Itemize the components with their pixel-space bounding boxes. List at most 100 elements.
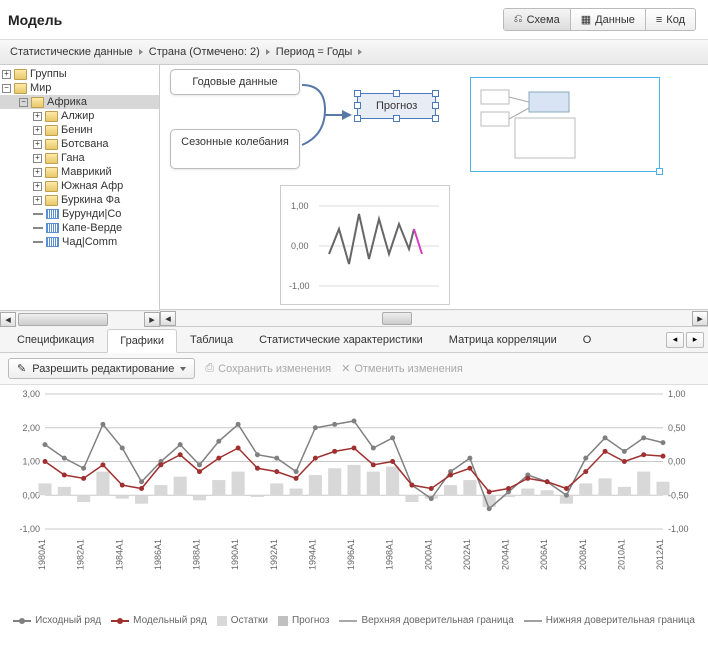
chevron-right-icon (358, 49, 362, 55)
svg-text:-1,00: -1,00 (19, 524, 40, 534)
svg-text:2002A1: 2002A1 (462, 539, 472, 570)
main-chart: 3,002,001,000,00-1,001,000,500,00-0,50-1… (0, 385, 708, 613)
folder-icon (45, 111, 58, 122)
svg-text:0,50: 0,50 (668, 423, 686, 433)
folder-icon (14, 83, 27, 94)
svg-text:1982A1: 1982A1 (76, 539, 86, 570)
tree-mauritius[interactable]: +Маврикий (0, 165, 159, 179)
svg-text:2012A1: 2012A1 (655, 539, 665, 570)
chevron-right-icon (266, 49, 270, 55)
tree-groups[interactable]: +Группы (0, 67, 159, 81)
tree-hscroll[interactable]: ◂ ▸ (0, 310, 160, 327)
breadcrumb: Статистические данные Страна (Отмечено: … (0, 40, 708, 65)
svg-text:1980A1: 1980A1 (37, 539, 47, 570)
svg-text:-0,50: -0,50 (668, 490, 689, 500)
tree-botswana[interactable]: +Ботсвана (0, 137, 159, 151)
canvas-hscroll[interactable]: ◂ ▸ (160, 309, 708, 326)
svg-text:1996A1: 1996A1 (346, 539, 356, 570)
tab-spec[interactable]: Спецификация (4, 328, 107, 352)
folder-icon (45, 195, 58, 206)
tab-graphs[interactable]: Графики (107, 329, 177, 353)
tab-data[interactable]: ▦Данные (570, 9, 645, 30)
chart-svg: 3,002,001,000,00-1,001,000,500,00-0,50-1… (10, 389, 698, 579)
tree-capeverde[interactable]: Капе-Верде (0, 221, 159, 235)
legend-upper: Верхняя доверительная граница (339, 615, 513, 626)
svg-text:2000A1: 2000A1 (423, 539, 433, 570)
tree-panel[interactable]: +Группы −Мир −Африка +Алжир +Бенин +Ботс… (0, 65, 160, 326)
legend-forecast: Прогноз (278, 615, 330, 626)
tree-world[interactable]: −Мир (0, 81, 159, 95)
tree-benin[interactable]: +Бенин (0, 123, 159, 137)
mini-chart[interactable]: 1,00 0,00 -1,00 (280, 185, 450, 305)
expand-icon[interactable]: + (2, 70, 11, 79)
tree-algeria[interactable]: +Алжир (0, 109, 159, 123)
scroll-left-btn[interactable]: ◂ (0, 312, 16, 327)
chevron-right-icon (139, 49, 143, 55)
svg-text:2006A1: 2006A1 (539, 539, 549, 570)
collapse-icon[interactable]: − (19, 98, 28, 107)
tab-prev-btn[interactable]: ◂ (666, 332, 684, 348)
middle-panel: +Группы −Мир −Африка +Алжир +Бенин +Ботс… (0, 65, 708, 327)
bc-stat[interactable]: Статистические данные (10, 46, 133, 58)
svg-text:1,00: 1,00 (668, 389, 686, 399)
expand-icon[interactable]: + (33, 168, 42, 177)
tree-burkina[interactable]: +Буркина Фа (0, 193, 159, 207)
node-annual[interactable]: Годовые данные (170, 69, 300, 95)
legend-model: Модельный ряд (111, 615, 207, 626)
legend: Исходный ряд Модельный ряд Остатки Прогн… (0, 613, 708, 632)
preview-panel[interactable] (470, 77, 660, 172)
diagram-canvas[interactable]: Годовые данные Сезонные колебания Прогно… (160, 65, 708, 309)
folder-icon (45, 181, 58, 192)
tab-stats[interactable]: Статистические характеристики (246, 328, 436, 352)
folder-icon (14, 69, 27, 80)
preview-thumbnail (471, 78, 659, 171)
tab-next-btn[interactable]: ▸ (686, 332, 704, 348)
tab-extra[interactable]: О (570, 328, 605, 352)
collapse-icon[interactable]: − (2, 84, 11, 93)
tree-ghana[interactable]: +Гана (0, 151, 159, 165)
expand-icon[interactable]: + (33, 112, 42, 121)
svg-text:1,00: 1,00 (22, 457, 40, 467)
tree-chad[interactable]: Чад|Comm (0, 235, 159, 249)
folder-icon (45, 153, 58, 164)
scroll-right-btn[interactable]: ▸ (144, 312, 160, 327)
leaf-icon (33, 227, 43, 229)
svg-text:1984A1: 1984A1 (114, 539, 124, 570)
save-changes: ⎙Сохранить изменения (205, 362, 331, 375)
tree-safrica[interactable]: +Южная Афр (0, 179, 159, 193)
tab-code[interactable]: ≡Код (645, 9, 695, 30)
bottom-tabs: Спецификация Графики Таблица Статистичес… (0, 327, 708, 353)
bc-country[interactable]: Страна (Отмечено: 2) (149, 46, 260, 58)
grid-icon: ▦ (581, 13, 591, 26)
view-tabs: ⎌Схема ▦Данные ≡Код (503, 8, 696, 31)
node-forecast[interactable]: Прогноз (357, 93, 436, 119)
page-title: Модель (8, 12, 62, 28)
folder-icon (45, 139, 58, 150)
folder-icon (45, 125, 58, 136)
svg-text:0,00: 0,00 (22, 490, 40, 500)
bc-period[interactable]: Период = Годы (276, 46, 353, 58)
expand-icon[interactable]: + (33, 154, 42, 163)
tab-nav: ◂ ▸ (666, 332, 704, 348)
svg-text:3,00: 3,00 (22, 389, 40, 399)
svg-text:1990A1: 1990A1 (230, 539, 240, 570)
tab-matrix[interactable]: Матрица корреляции (436, 328, 570, 352)
expand-icon[interactable]: + (33, 182, 42, 191)
scroll-left-btn[interactable]: ◂ (160, 311, 176, 326)
node-seasonal[interactable]: Сезонные колебания (170, 129, 300, 169)
edit-toolbar: ✎ Разрешить редактирование ⎙Сохранить из… (0, 353, 708, 385)
data-icon (46, 237, 59, 247)
svg-text:1994A1: 1994A1 (307, 539, 317, 570)
expand-icon[interactable]: + (33, 126, 42, 135)
scroll-right-btn[interactable]: ▸ (692, 311, 708, 326)
tab-table[interactable]: Таблица (177, 328, 246, 352)
schema-icon: ⎌ (514, 13, 523, 26)
allow-edit-button[interactable]: ✎ Разрешить редактирование (8, 358, 195, 379)
tree-burundi[interactable]: Бурунди|Co (0, 207, 159, 221)
save-icon: ⎙ (205, 362, 214, 375)
expand-icon[interactable]: + (33, 140, 42, 149)
expand-icon[interactable]: + (33, 196, 42, 205)
tree-africa[interactable]: −Африка (0, 95, 159, 109)
leaf-icon (33, 213, 43, 215)
tab-schema[interactable]: ⎌Схема (504, 9, 570, 30)
